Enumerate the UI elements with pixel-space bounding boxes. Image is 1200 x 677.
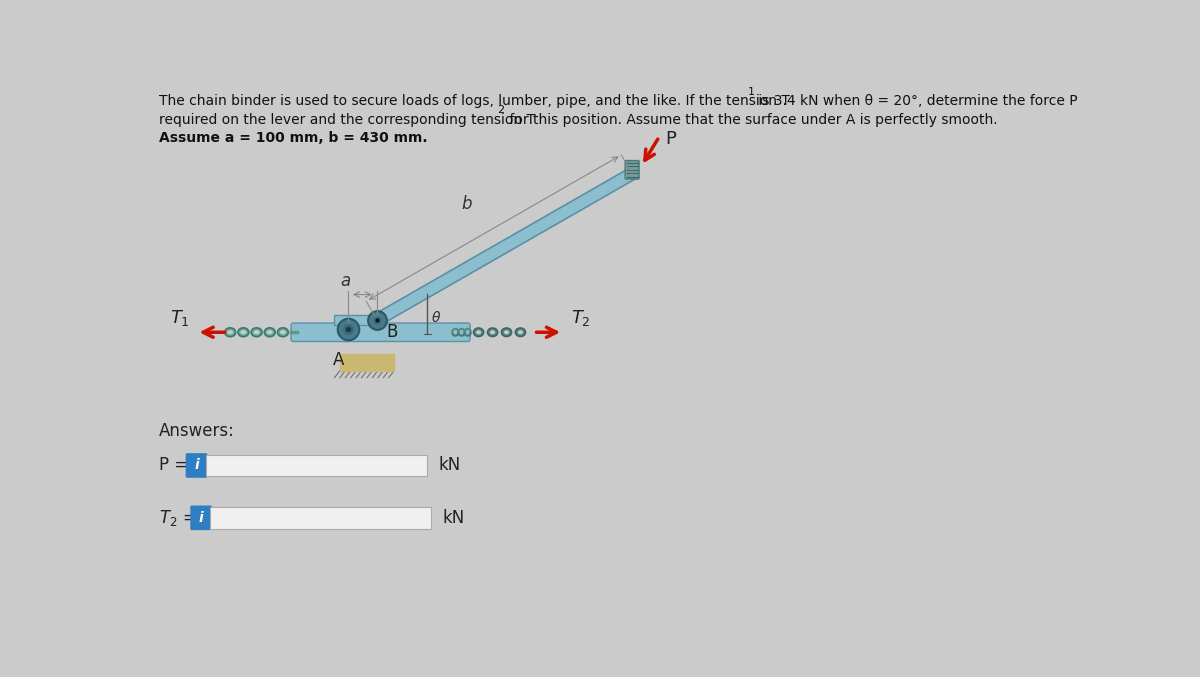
FancyBboxPatch shape — [206, 455, 427, 476]
Ellipse shape — [227, 330, 233, 334]
FancyBboxPatch shape — [625, 160, 640, 179]
Polygon shape — [335, 315, 377, 325]
Text: b: b — [461, 194, 472, 213]
Text: 2: 2 — [497, 105, 504, 115]
Text: i: i — [199, 511, 204, 525]
Ellipse shape — [224, 328, 235, 336]
Ellipse shape — [504, 330, 509, 334]
Text: $T_2$: $T_2$ — [571, 309, 590, 328]
FancyBboxPatch shape — [342, 323, 470, 341]
Text: Answers:: Answers: — [160, 422, 235, 439]
Ellipse shape — [474, 328, 484, 336]
Ellipse shape — [490, 330, 496, 334]
Text: The chain binder is used to secure loads of logs, lumber, pipe, and the like. If: The chain binder is used to secure loads… — [160, 94, 790, 108]
Ellipse shape — [253, 330, 259, 334]
Text: 1: 1 — [749, 87, 755, 97]
Text: kN: kN — [438, 456, 461, 475]
Ellipse shape — [240, 330, 246, 334]
Text: is 3.4 kN when θ = 20°, determine the force P: is 3.4 kN when θ = 20°, determine the fo… — [755, 94, 1078, 108]
Text: P =: P = — [160, 456, 188, 475]
Polygon shape — [374, 169, 635, 325]
Bar — [340, 354, 394, 371]
Text: A: A — [332, 351, 344, 369]
Text: kN: kN — [443, 509, 466, 527]
Ellipse shape — [502, 328, 511, 336]
Text: i: i — [194, 458, 199, 473]
Text: for this position. Assume that the surface under A is perfectly smooth.: for this position. Assume that the surfa… — [505, 113, 997, 127]
Text: $T_1$: $T_1$ — [170, 307, 191, 328]
Ellipse shape — [264, 328, 275, 336]
Text: P: P — [666, 130, 677, 148]
Text: required on the lever and the corresponding tension T: required on the lever and the correspond… — [160, 113, 535, 127]
Ellipse shape — [266, 330, 272, 334]
Text: $T_2$ =: $T_2$ = — [160, 508, 197, 528]
FancyBboxPatch shape — [191, 506, 212, 530]
Ellipse shape — [277, 328, 288, 336]
FancyBboxPatch shape — [292, 323, 350, 341]
Text: Assume a = 100 mm, b = 430 mm.: Assume a = 100 mm, b = 430 mm. — [160, 131, 428, 146]
Ellipse shape — [251, 328, 262, 336]
Text: θ: θ — [432, 311, 440, 326]
Ellipse shape — [476, 330, 481, 334]
Ellipse shape — [280, 330, 286, 334]
Ellipse shape — [487, 328, 498, 336]
Ellipse shape — [238, 328, 248, 336]
Ellipse shape — [518, 330, 523, 334]
FancyBboxPatch shape — [186, 453, 208, 478]
Ellipse shape — [516, 328, 526, 336]
FancyBboxPatch shape — [210, 507, 431, 529]
Text: B: B — [386, 323, 397, 341]
Text: a: a — [340, 272, 350, 290]
